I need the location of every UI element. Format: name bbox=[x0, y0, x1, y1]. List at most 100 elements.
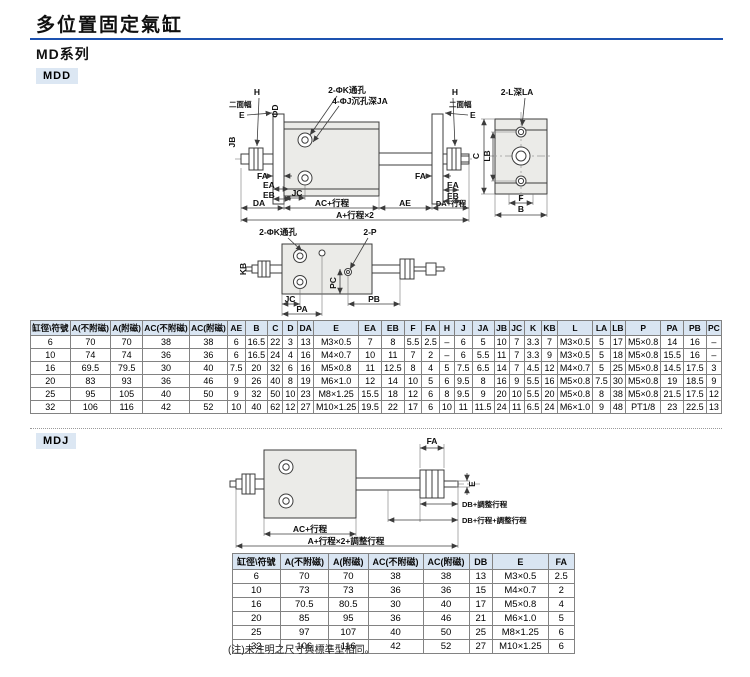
table-cell: 5.5 bbox=[471, 348, 495, 362]
table-cell: 9 bbox=[227, 387, 246, 401]
table-cell: M5×0.8 bbox=[492, 597, 549, 612]
table-cell: 2 bbox=[547, 583, 575, 598]
table-cell: 16.5 bbox=[244, 335, 269, 349]
dim-label-l-holes: 2-L深LA bbox=[501, 87, 534, 97]
table-cell: 42 bbox=[367, 639, 424, 654]
table-cell: – bbox=[705, 335, 723, 349]
header-cell: EA bbox=[358, 320, 382, 336]
table-cell: 12 bbox=[282, 400, 299, 414]
table-cell: M8×1.25 bbox=[312, 387, 360, 401]
table-cell: 5 bbox=[421, 374, 440, 388]
table-cell: 23 bbox=[660, 400, 685, 414]
header-cell: P bbox=[624, 320, 662, 336]
header-cell: L bbox=[556, 320, 594, 336]
table-cell: 70 bbox=[110, 335, 144, 349]
table-cell: 11 bbox=[453, 400, 473, 414]
dim-label-k-holes: 2-ΦK通孔 bbox=[328, 85, 366, 95]
table-cell: 20 bbox=[232, 611, 281, 626]
table-cell: 5 bbox=[592, 361, 611, 375]
table-cell: 25 bbox=[609, 361, 626, 375]
table-cell: 16 bbox=[493, 374, 510, 388]
dim-label-lb: LB bbox=[482, 150, 492, 161]
table-cell: 13 bbox=[297, 335, 314, 349]
table-cell: 2.5 bbox=[421, 335, 440, 349]
header-cell: EB bbox=[381, 320, 405, 336]
table-cell: 8 bbox=[438, 387, 455, 401]
table-cell: 9 bbox=[471, 387, 495, 401]
table-cell: M3×0.5 bbox=[312, 335, 360, 349]
header-cell: LB bbox=[609, 320, 626, 336]
table-cell: 16 bbox=[297, 348, 314, 362]
table-cell: 6 bbox=[421, 400, 440, 414]
table-cell: 11.5 bbox=[471, 400, 495, 414]
table-cell: 36 bbox=[142, 348, 190, 362]
page-title: 多位置固定氣缸 bbox=[36, 15, 184, 36]
table-cell: 70 bbox=[69, 335, 112, 349]
table-cell: 7.5 bbox=[227, 361, 246, 375]
mdd-plan-view-drawing: 2-ΦK通孔 2-P KB JC PA PC PB bbox=[240, 227, 446, 317]
dim-label-flats-left: 二面幅 bbox=[229, 99, 252, 109]
header-cell: C bbox=[267, 320, 284, 336]
table-cell: 36 bbox=[422, 583, 470, 598]
table-cell: 9.5 bbox=[453, 387, 473, 401]
header-cell: DA bbox=[297, 320, 314, 336]
table-cell: 40 bbox=[142, 387, 190, 401]
table-cell: 6 bbox=[453, 335, 473, 349]
table-cell: 5 bbox=[471, 335, 495, 349]
table-cell: 11 bbox=[508, 400, 525, 414]
table-cell: 46 bbox=[422, 611, 470, 626]
table-cell: 6 bbox=[232, 569, 281, 584]
table-cell: 48 bbox=[609, 400, 626, 414]
table-cell: 17 bbox=[468, 597, 494, 612]
table-cell: 6 bbox=[547, 639, 575, 654]
table-cell: 19 bbox=[297, 374, 314, 388]
table-cell: M5×0.8 bbox=[624, 374, 662, 388]
table-cell: 69.5 bbox=[69, 361, 112, 375]
table-cell: 38 bbox=[142, 335, 190, 349]
table-cell: M5×0.8 bbox=[556, 374, 594, 388]
table-cell: 16.5 bbox=[244, 348, 269, 362]
table-cell: 6 bbox=[227, 348, 246, 362]
table-cell: M5×0.8 bbox=[624, 335, 662, 349]
table-cell: 36 bbox=[367, 583, 424, 598]
table-cell: 2 bbox=[421, 348, 440, 362]
table-cell: 10 bbox=[30, 348, 71, 362]
table-cell: 6.5 bbox=[523, 400, 543, 414]
header-cell: E bbox=[492, 553, 549, 570]
table-cell: 15.5 bbox=[358, 387, 382, 401]
header-cell: FA bbox=[421, 320, 440, 336]
table-cell: 6 bbox=[421, 387, 440, 401]
table-cell: 9.5 bbox=[453, 374, 473, 388]
table-row: 6 70 70 38 38 13 M3×0.5 2.5 bbox=[232, 569, 575, 584]
table-cell: 14 bbox=[660, 335, 685, 349]
table-cell: 12.5 bbox=[381, 361, 405, 375]
dim-label-c: C bbox=[471, 153, 481, 159]
table-cell: 4 bbox=[282, 348, 299, 362]
header-cell: LA bbox=[592, 320, 611, 336]
table-cell: 42 bbox=[142, 400, 190, 414]
table-cell: 9 bbox=[705, 374, 723, 388]
dim-label-ac-stroke-mdj: AC+行程 bbox=[293, 524, 328, 534]
table-cell: 73 bbox=[279, 583, 330, 598]
table-cell: 18 bbox=[381, 387, 405, 401]
table-cell: 15 bbox=[468, 583, 494, 598]
table-cell: 23 bbox=[297, 387, 314, 401]
table-cell: 97 bbox=[279, 625, 330, 640]
table-cell: 7 bbox=[508, 348, 525, 362]
header-cell: KB bbox=[541, 320, 558, 336]
header-cell: PC bbox=[705, 320, 723, 336]
table-cell: 25 bbox=[232, 625, 281, 640]
header-cell: 缸徑\符號 bbox=[232, 553, 281, 570]
table-cell: 11 bbox=[493, 348, 510, 362]
table-cell: 38 bbox=[422, 569, 470, 584]
mdd-front-and-side-view-drawing: H 二面幅 E 2-ΦK通孔 4-ΦJ沉孔深JA H 二面幅 E JB ΦD F… bbox=[227, 85, 553, 223]
header-cell: F bbox=[403, 320, 423, 336]
table-cell: 5.5 bbox=[523, 374, 543, 388]
table-cell: 4.5 bbox=[523, 361, 543, 375]
table-cell: 21 bbox=[468, 611, 494, 626]
table-cell: 93 bbox=[110, 374, 144, 388]
dim-label-pc: PC bbox=[328, 277, 338, 289]
table-cell: 6 bbox=[30, 335, 71, 349]
table-cell: 85 bbox=[279, 611, 330, 626]
